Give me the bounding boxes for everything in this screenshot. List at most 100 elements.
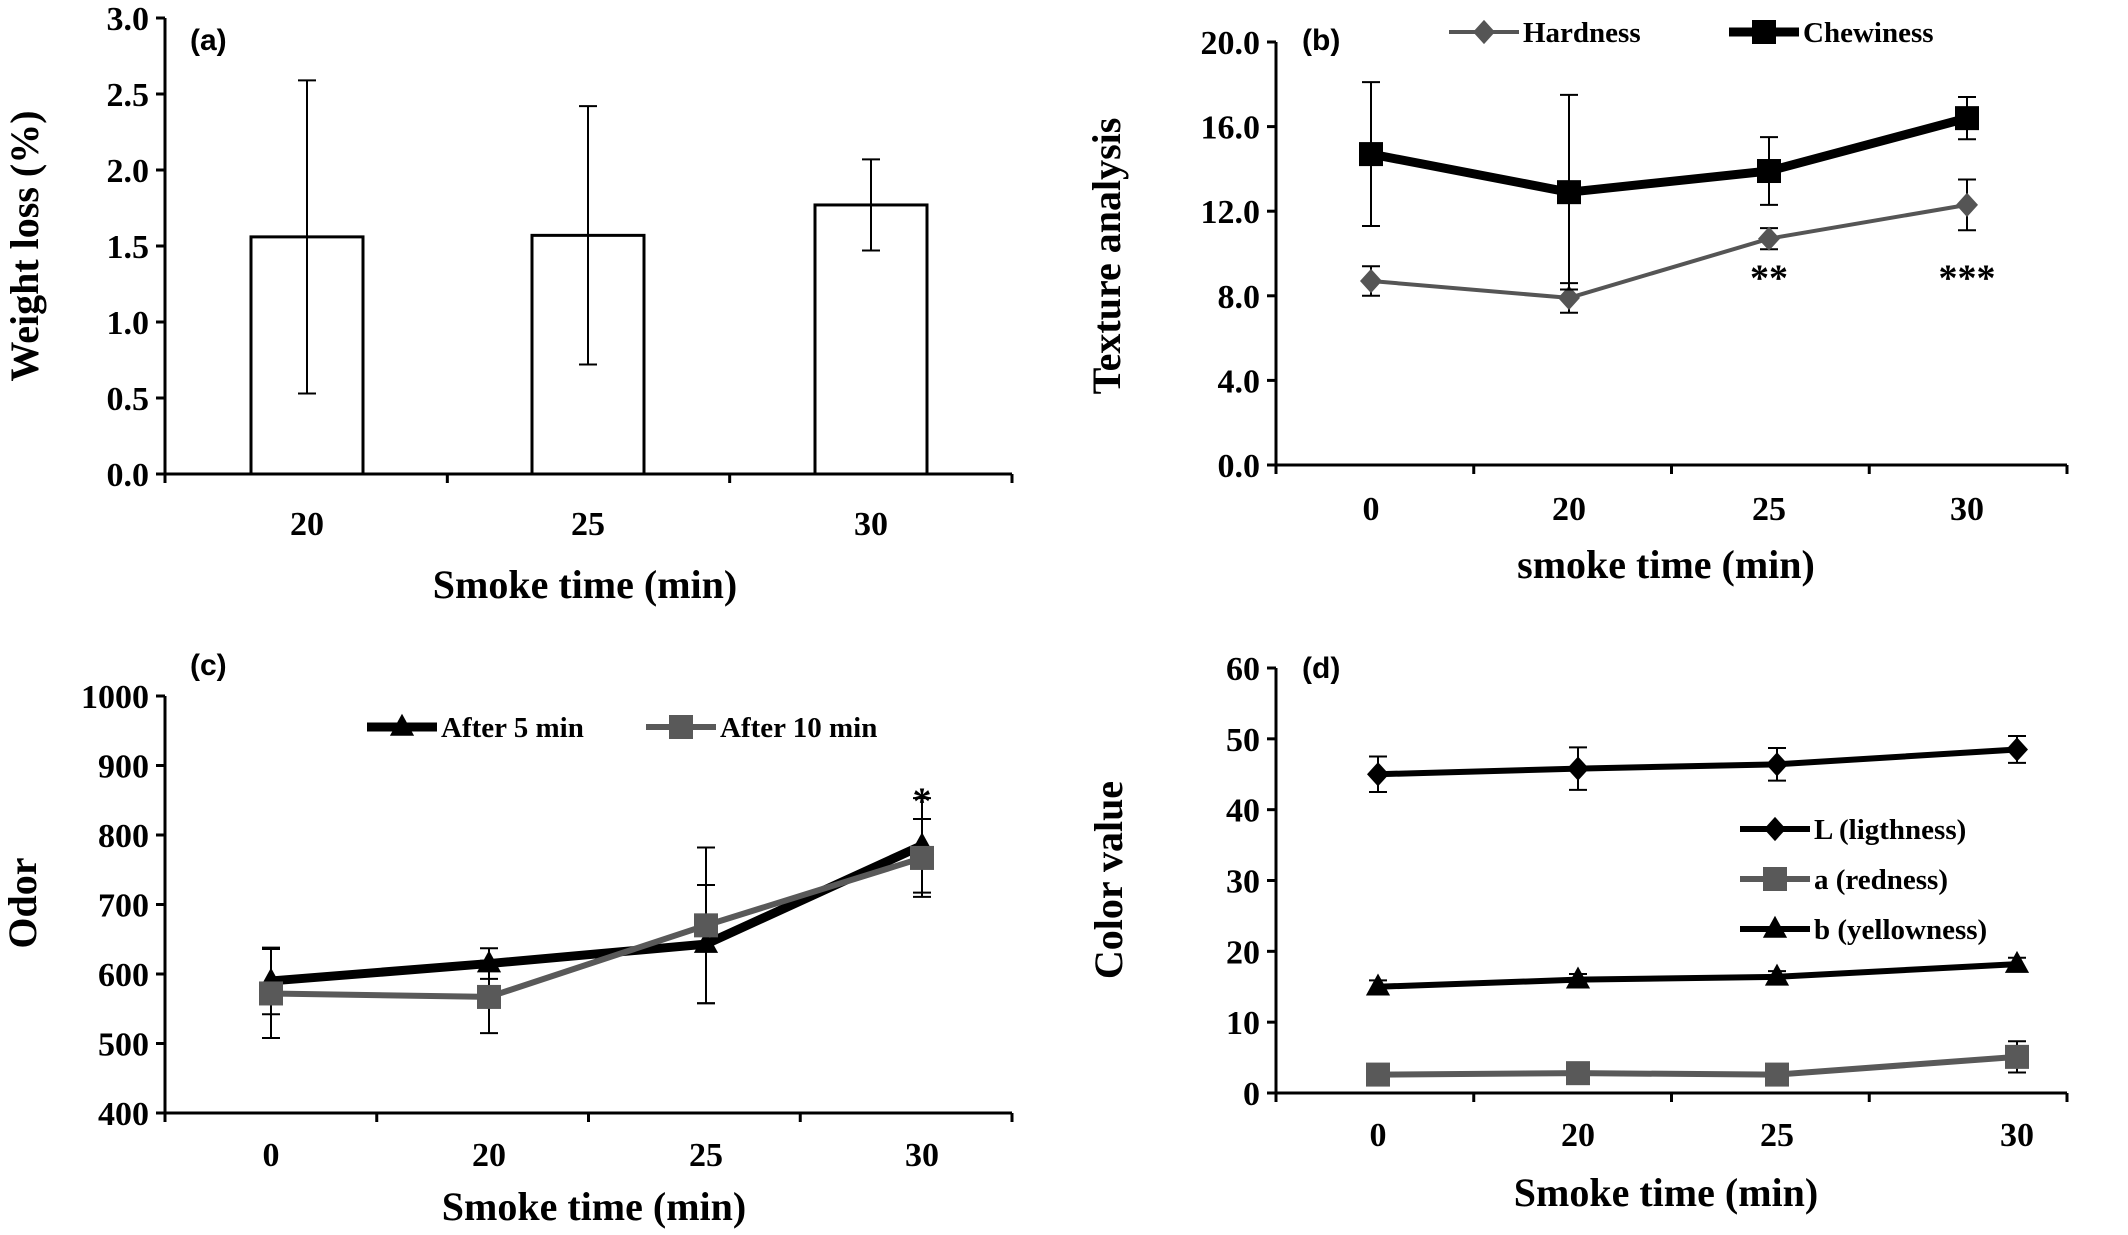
data-point — [2006, 737, 2028, 762]
panel-label: (a) — [190, 24, 227, 57]
data-point — [694, 913, 718, 938]
y-tick-label: 0 — [1243, 1076, 1260, 1113]
x-tick-label: 30 — [2000, 1117, 2034, 1154]
data-point — [1765, 1062, 1789, 1087]
x-tick-label: 25 — [1760, 1117, 1794, 1154]
x-axis-label: Smoke time (min) — [1514, 1170, 1818, 1215]
y-axis-label: Weight loss (%) — [2, 110, 47, 381]
significance-annotation: * — [913, 780, 932, 822]
legend-label: L (ligthness) — [1814, 814, 1966, 846]
data-point — [1757, 159, 1781, 184]
y-axis-label: Color value — [1086, 781, 1131, 979]
y-tick-label: 700 — [98, 888, 149, 925]
data-point — [1565, 966, 1591, 989]
y-tick-label: 0.5 — [107, 381, 150, 418]
legend-label: a (redness) — [1814, 864, 1948, 896]
y-axis-label: Texture analysis — [1084, 118, 1129, 395]
series-line — [1370, 113, 1969, 197]
series-line — [1377, 1053, 2018, 1078]
y-tick-label: 60 — [1226, 651, 1260, 688]
panel-a-chart: 0.0 0.5 1.0 1.5 2.0 2.5 3.0 20 25 30 Smoke time (m… — [2, 1, 1014, 607]
legend-label: Chewiness — [1803, 17, 1934, 49]
x-tick-label: 20 — [1552, 491, 1586, 528]
panel-label: (d) — [1302, 652, 1340, 685]
y-tick-label: 0.0 — [107, 457, 150, 494]
x-tick-label: 30 — [905, 1137, 939, 1174]
series-line — [1377, 746, 2018, 778]
y-tick-label: 16.0 — [1201, 110, 1261, 147]
y-tick-label: 12.0 — [1201, 194, 1261, 231]
legend-label: After 10 min — [720, 712, 877, 744]
legend-label: b (yellowness) — [1814, 914, 1987, 946]
panel-b-chart: 0.0 4.0 8.0 12.0 16.0 20.0 0 20 25 30 smoke time (… — [1084, 17, 2069, 587]
y-tick-label: 400 — [98, 1096, 149, 1133]
y-tick-label: 4.0 — [1218, 363, 1261, 400]
legend-marker — [1752, 20, 1776, 44]
panel-label: (c) — [190, 649, 227, 682]
legend-marker — [389, 713, 415, 736]
data-point — [1566, 1061, 1590, 1086]
x-tick-label: 25 — [1752, 491, 1786, 528]
legend-marker — [1763, 867, 1787, 891]
x-tick-label: 20 — [1561, 1117, 1595, 1154]
data-point — [2004, 950, 2030, 973]
data-point — [1360, 268, 1382, 294]
y-tick-label: 2.0 — [107, 153, 150, 190]
y-tick-label: 0.0 — [1218, 448, 1261, 485]
data-point — [910, 845, 934, 870]
x-tick-label: 20 — [472, 1137, 506, 1174]
x-tick-label: 0 — [263, 1137, 280, 1174]
data-point — [1557, 180, 1581, 205]
legend-marker — [1762, 915, 1788, 938]
data-point — [477, 984, 501, 1009]
data-point — [1955, 106, 1979, 131]
y-tick-label: 600 — [98, 957, 149, 994]
data-point — [1366, 1062, 1390, 1087]
data-point — [1365, 973, 1391, 996]
data-point — [1758, 226, 1780, 251]
data-point — [1567, 756, 1589, 781]
y-tick-label: 2.5 — [107, 77, 150, 114]
data-point — [1766, 752, 1788, 777]
x-tick-label: 30 — [1950, 491, 1984, 528]
y-tick-label: 10 — [1226, 1005, 1260, 1042]
y-tick-label: 1.0 — [107, 305, 150, 342]
panel-d-chart: 0 10 20 30 40 50 60 0 20 25 30 Smoke time (min) Colo… — [1086, 651, 2069, 1215]
y-tick-label: 1.5 — [107, 229, 150, 266]
legend-label: Hardness — [1523, 17, 1641, 49]
x-axis-label: Smoke time (min) — [442, 1184, 746, 1229]
legend-marker — [1764, 816, 1786, 842]
y-tick-label: 20.0 — [1201, 25, 1261, 62]
x-tick-label: 25 — [689, 1137, 723, 1174]
y-tick-label: 40 — [1226, 793, 1260, 830]
y-axis-label: Odor — [0, 857, 45, 948]
x-tick-label: 0 — [1363, 491, 1380, 528]
x-tick-label: 0 — [1370, 1117, 1387, 1154]
data-point — [1359, 142, 1383, 167]
y-tick-label: 500 — [98, 1027, 149, 1064]
legend-label: After 5 min — [441, 712, 584, 744]
series-line — [1370, 202, 1968, 300]
x-tick-label: 30 — [854, 506, 888, 543]
x-tick-label: 25 — [571, 506, 605, 543]
y-tick-label: 20 — [1226, 934, 1260, 971]
y-tick-label: 3.0 — [107, 1, 150, 38]
data-point — [1367, 762, 1389, 787]
x-axis-label: Smoke time (min) — [433, 562, 737, 607]
y-tick-label: 30 — [1226, 864, 1260, 901]
significance-annotation: ** — [1750, 257, 1788, 299]
panel-c-chart: 400 500 600 700 800 900 1000 0 20 25 30 Smoke time … — [0, 649, 1014, 1229]
data-point — [1558, 285, 1580, 311]
y-tick-label: 1000 — [81, 679, 149, 716]
data-point — [2005, 1044, 2029, 1069]
y-tick-label: 8.0 — [1218, 279, 1261, 316]
data-point — [259, 981, 283, 1006]
significance-annotation: *** — [1939, 257, 1996, 299]
y-tick-label: 900 — [98, 749, 149, 786]
x-tick-label: 20 — [290, 506, 324, 543]
legend-marker — [669, 715, 693, 739]
data-point — [1764, 963, 1790, 986]
panel-label: (b) — [1302, 24, 1340, 57]
series-line — [1377, 961, 2018, 990]
y-tick-label: 50 — [1226, 722, 1260, 759]
